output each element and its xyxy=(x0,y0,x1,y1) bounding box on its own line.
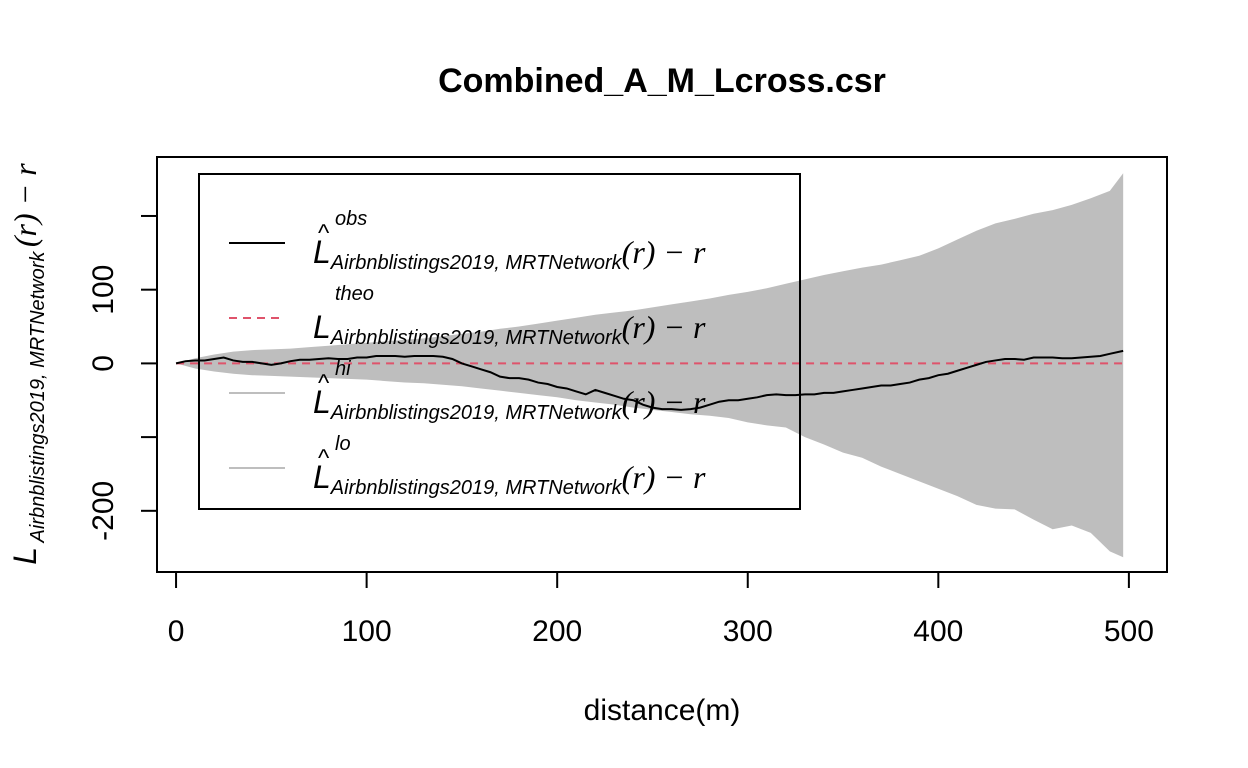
y-tick-label: 100 xyxy=(87,265,120,315)
x-tick-label: 200 xyxy=(532,615,582,648)
x-tick-label: 400 xyxy=(913,615,963,648)
legend-hat-icon: ^ xyxy=(318,445,330,472)
legend-sup-obs: obs xyxy=(335,208,367,230)
legend-frame xyxy=(198,173,801,510)
envelope-band xyxy=(176,173,1124,558)
legend-label-hi: LAirbnblistings2019, MRTNetwork(r) − r xyxy=(313,384,706,424)
x-tick-label: 100 xyxy=(342,615,392,648)
series-line-obs xyxy=(175,349,1124,411)
legend-label-tail: (r) − r xyxy=(622,459,706,495)
legend-label-tail: (r) − r xyxy=(622,234,706,270)
y-axis-label-tail: (r) − r xyxy=(7,163,43,247)
x-axis: 0 100 200 300 400 500 xyxy=(168,571,1154,648)
y-axis-label: L Airbnblistings2019, MRTNetwork (r) − r xyxy=(7,163,49,565)
legend-sup-theo: theo xyxy=(335,283,374,305)
chart-title: Combined_A_M_Lcross.csr xyxy=(438,62,886,100)
legend-sup-lo: lo xyxy=(335,433,351,455)
legend-hat-icon: ^ xyxy=(318,220,330,247)
legend-hat-icon: ^ xyxy=(318,370,330,397)
x-axis-label: distance(m) xyxy=(584,694,741,727)
legend-label-sub: Airbnblistings2019, MRTNetwork xyxy=(330,252,623,274)
legend-label-sub: Airbnblistings2019, MRTNetwork xyxy=(330,477,623,499)
legend-label-sub: Airbnblistings2019, MRTNetwork xyxy=(330,327,623,349)
legend-label-tail: (r) − r xyxy=(622,309,706,345)
legend-label-base: L xyxy=(313,309,331,345)
y-axis-label-sub: Airbnblistings2019, MRTNetwork xyxy=(27,251,49,544)
y-axis-label-base: L xyxy=(7,547,43,565)
legend-label-sub: Airbnblistings2019, MRTNetwork xyxy=(330,402,623,424)
legend-label-base: L xyxy=(313,234,331,270)
envelope-band-layer xyxy=(176,173,1124,558)
series-layer xyxy=(175,349,1124,411)
legend-label-base: L xyxy=(313,459,331,495)
legend-label-base: L xyxy=(313,384,331,420)
x-tick-label: 300 xyxy=(723,615,773,648)
legend-sup-hi: hi xyxy=(335,358,351,380)
legend-label-lo: LAirbnblistings2019, MRTNetwork(r) − r xyxy=(313,459,706,499)
legend-label-theo: LAirbnblistings2019, MRTNetwork(r) − r xyxy=(313,309,706,349)
legend: LAirbnblistings2019, MRTNetwork(r) − rob… xyxy=(198,173,801,510)
legend-label-tail: (r) − r xyxy=(622,384,706,420)
legend-label-obs: LAirbnblistings2019, MRTNetwork(r) − r xyxy=(313,234,706,274)
y-axis: -200 0 100 xyxy=(87,214,158,541)
y-tick-label: 0 xyxy=(87,355,120,372)
x-tick-label: 500 xyxy=(1104,615,1154,648)
x-tick-label: 0 xyxy=(168,615,185,648)
y-tick-label: -200 xyxy=(87,481,120,541)
